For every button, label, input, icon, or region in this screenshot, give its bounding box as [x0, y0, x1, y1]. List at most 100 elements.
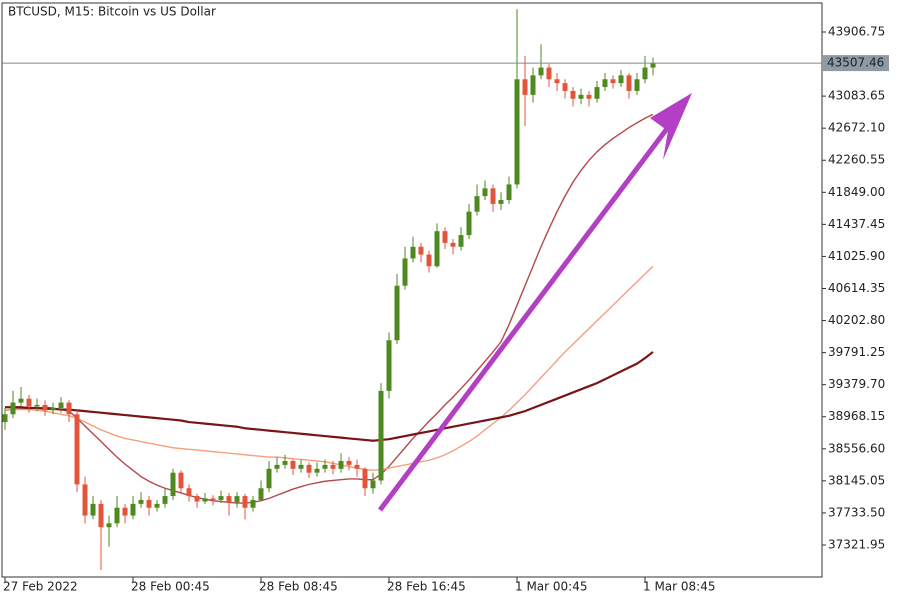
candle-body — [578, 94, 584, 99]
y-tick-label: 38968.15 — [828, 409, 885, 423]
candle-body — [218, 496, 224, 500]
candle-body — [170, 472, 176, 497]
candle-body — [642, 67, 648, 80]
x-tick-label: 28 Feb 00:45 — [131, 580, 210, 594]
candle-body — [226, 496, 232, 503]
candle-body — [266, 468, 272, 489]
candle-body — [538, 67, 544, 76]
candle-body — [98, 503, 104, 528]
y-tick-label: 38145.05 — [828, 473, 885, 487]
candle-body — [210, 498, 216, 500]
candle-body — [570, 90, 576, 99]
candle-body — [546, 67, 552, 80]
y-tick-label: 40614.35 — [828, 281, 885, 295]
candle-body — [306, 464, 312, 473]
candle-body — [466, 211, 472, 236]
candle-body — [58, 402, 64, 409]
candle-body — [418, 246, 424, 255]
candle-body — [378, 390, 384, 481]
candle-body — [434, 231, 440, 267]
candle-body — [402, 258, 408, 286]
candle-body — [490, 188, 496, 204]
candle-body — [50, 408, 56, 411]
candle-body — [426, 254, 432, 267]
candle-body — [106, 523, 112, 528]
arrow-head — [650, 93, 692, 160]
candle-body — [482, 188, 488, 197]
candle-body — [290, 461, 296, 469]
candle-body — [602, 79, 608, 88]
x-tick-label: 1 Mar 00:45 — [515, 580, 588, 594]
candle-body — [338, 461, 344, 469]
y-tick-label: 39791.25 — [828, 345, 885, 359]
candle-body — [114, 507, 120, 524]
candle-body — [122, 507, 128, 516]
y-tick-label: 43906.75 — [828, 24, 885, 38]
candle-body — [530, 75, 536, 95]
candle-body — [18, 398, 24, 403]
candle-body — [450, 242, 456, 247]
candle-body — [442, 231, 448, 243]
candle-body — [178, 472, 184, 489]
y-tick-label: 37733.50 — [828, 505, 885, 519]
trend-arrow — [378, 93, 692, 512]
candle-body — [610, 79, 616, 84]
candle-body — [354, 464, 360, 469]
candle-body — [90, 503, 96, 516]
x-tick-label: 27 Feb 2022 — [3, 580, 78, 594]
candle-body — [314, 468, 320, 473]
candle-body — [474, 196, 480, 212]
y-tick-label: 41437.45 — [828, 217, 885, 231]
candle-body — [346, 461, 352, 465]
plot-layer — [2, 9, 656, 571]
candle-body — [130, 503, 136, 516]
candle-body — [586, 94, 592, 99]
candle-body — [618, 75, 624, 84]
moving-average — [4, 113, 654, 504]
candle-body — [194, 496, 200, 502]
candle-body — [650, 63, 656, 68]
candle-body — [274, 464, 280, 469]
candle-body — [506, 184, 512, 201]
candle-body — [626, 75, 632, 91]
candle-body — [386, 340, 392, 391]
candle-body — [394, 285, 400, 341]
candle-body — [82, 484, 88, 516]
plot-frame — [1, 2, 823, 578]
x-tick-label: 28 Feb 08:45 — [259, 580, 338, 594]
y-tick-label: 41849.00 — [828, 185, 885, 199]
candle-body — [154, 503, 160, 508]
candle-body — [234, 496, 240, 503]
candle-body — [562, 83, 568, 91]
arrow-shaft — [378, 120, 674, 512]
candle-body — [498, 200, 504, 204]
candle-body — [242, 496, 248, 508]
candle-body — [282, 461, 288, 465]
y-tick-label: 39379.70 — [828, 377, 885, 391]
moving-average — [4, 265, 654, 472]
candle-body — [74, 414, 80, 485]
candle-body — [186, 488, 192, 497]
candle-body — [10, 402, 16, 415]
candle-body — [298, 464, 304, 469]
candle-body — [514, 79, 520, 185]
candle-body — [370, 480, 376, 489]
candle-body — [258, 488, 264, 500]
candle-body — [250, 499, 256, 508]
moving-average — [5, 351, 654, 442]
candle-body — [162, 496, 168, 504]
candle-body — [362, 468, 368, 489]
candle-body — [66, 402, 72, 415]
y-tick-label: 42672.10 — [828, 121, 885, 135]
candle-body — [2, 414, 8, 423]
candle-body — [322, 464, 328, 469]
y-tick-label: 38556.60 — [828, 441, 885, 455]
candle-body — [34, 404, 40, 407]
candle-body — [138, 499, 144, 504]
candle-body — [634, 79, 640, 91]
y-tick-label: 37321.95 — [828, 537, 885, 551]
chart-title: BTCUSD, M15: Bitcoin vs US Dollar — [8, 5, 216, 19]
candle-body — [410, 246, 416, 259]
x-tick-label: 1 Mar 08:45 — [643, 580, 716, 594]
